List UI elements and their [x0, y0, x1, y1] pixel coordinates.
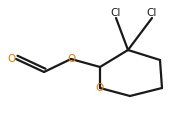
Text: Cl: Cl: [111, 8, 121, 18]
Text: O: O: [67, 54, 75, 64]
Text: O: O: [96, 83, 104, 93]
Text: O: O: [8, 54, 16, 64]
Text: Cl: Cl: [147, 8, 157, 18]
